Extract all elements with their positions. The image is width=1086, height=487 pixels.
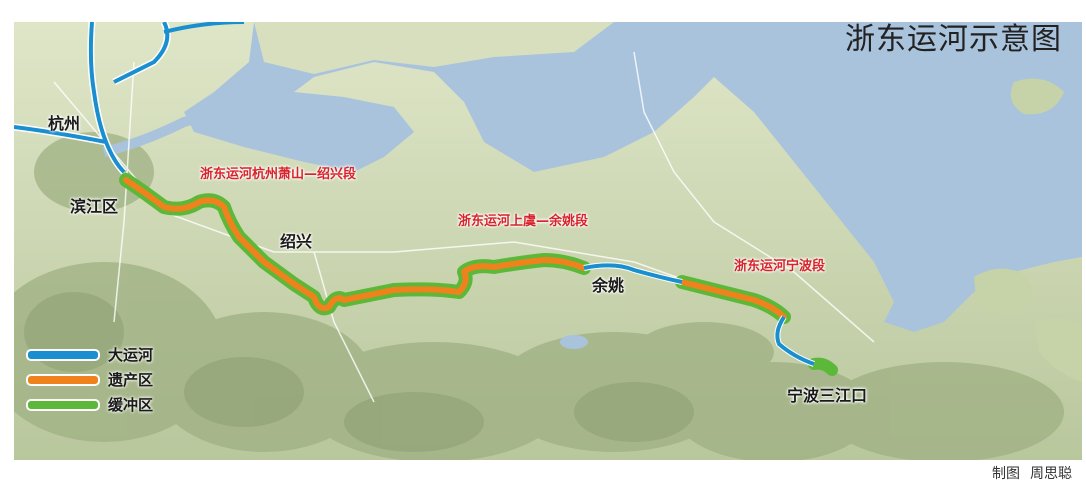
- island: [974, 268, 1033, 315]
- qiantang-river: [102, 110, 245, 157]
- city-label-yuyao: 余姚: [592, 276, 625, 295]
- grand-canal-yuyao-line: [583, 263, 683, 284]
- city-label-binjiang: 滨江区: [70, 197, 119, 216]
- heritage-zone-east: [679, 279, 787, 320]
- island: [1034, 318, 1082, 382]
- city-label-ningbo: 宁波三江口: [787, 386, 868, 405]
- segment-label-shangyu-yuyao: 浙东运河上虞—余姚段: [458, 214, 589, 229]
- credit-line: 制图 周思聪: [982, 463, 1072, 483]
- credit-author: 周思聪: [1030, 466, 1072, 482]
- legend-item-heritage: 遗产区: [26, 367, 153, 392]
- legend: 大运河 遗产区 缓冲区: [26, 342, 153, 417]
- legend-item-grand-canal: 大运河: [26, 342, 153, 367]
- segment-label-hangzhou-shaoxing: 浙东运河杭州萧山—绍兴段: [200, 167, 357, 182]
- legend-swatch-green: [26, 398, 100, 411]
- heritage-zone-path: [123, 177, 587, 312]
- city-label-hangzhou: 杭州: [48, 114, 81, 133]
- buffer-zone-ningbo: [808, 357, 838, 376]
- legend-swatch-blue: [26, 348, 100, 361]
- legend-swatch-orange: [26, 373, 100, 386]
- map-title: 浙东运河示意图: [845, 22, 1062, 57]
- north-shore: [254, 22, 614, 74]
- legend-label: 遗产区: [108, 371, 154, 389]
- segment-label-ningbo: 浙东运河宁波段: [734, 259, 826, 274]
- grand-canal-north-east: [163, 22, 245, 34]
- legend-label: 大运河: [108, 346, 154, 364]
- credit-label: 制图: [992, 466, 1020, 482]
- legend-item-buffer: 缓冲区: [26, 392, 153, 417]
- map-svg: [14, 22, 1082, 460]
- legend-label: 缓冲区: [108, 396, 154, 414]
- city-label-shaoxing: 绍兴: [280, 232, 313, 251]
- grand-canal-north-line: [14, 22, 170, 174]
- lake: [560, 335, 588, 349]
- grand-canal-ningbo-line: [775, 315, 815, 366]
- map-area: [14, 22, 1082, 460]
- island: [1010, 78, 1064, 115]
